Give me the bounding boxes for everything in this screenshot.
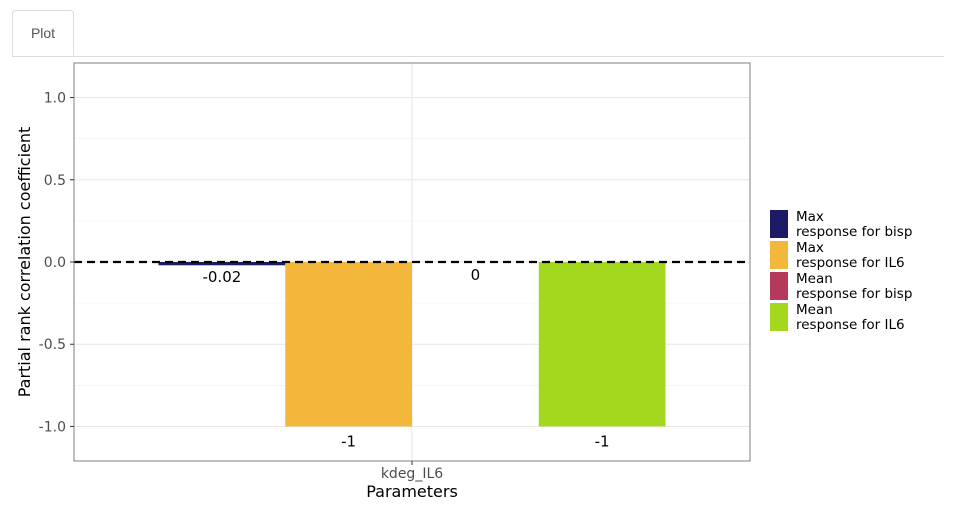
legend-key [770, 210, 788, 238]
tab-plot[interactable]: Plot [12, 10, 74, 56]
bar [285, 262, 412, 427]
y-tick-label: 1.0 [44, 91, 66, 107]
legend-label: Mean response for bisp [796, 271, 912, 302]
legend-label: Max response for bisp [796, 209, 912, 240]
legend-label: Mean response for IL6 [796, 302, 905, 333]
bar-value-label: 0 [471, 266, 481, 284]
x-tick-label: kdeg_IL6 [381, 466, 443, 482]
y-tick-label: 0.0 [44, 255, 66, 271]
y-tick-label: 0.5 [44, 173, 66, 189]
bar [538, 262, 666, 427]
bar-value-label: -1 [595, 432, 610, 450]
legend-key [770, 303, 788, 331]
data-label-layer: -0.02 -1 0 -1 [202, 266, 609, 450]
bar [158, 262, 286, 266]
legend-key [770, 241, 788, 269]
bar-value-label: -1 [341, 432, 356, 450]
y-tick-label: -1.0 [39, 419, 66, 435]
legend-label: Max response for IL6 [796, 240, 905, 271]
bar-layer [158, 262, 666, 427]
bar-value-label: -0.02 [202, 268, 241, 286]
x-axis-title: Parameters [366, 482, 458, 501]
y-axis-title: Partial rank correlation coefficient [15, 127, 34, 398]
tab-bar: Plot [12, 10, 944, 57]
y-tick-label: -0.5 [39, 337, 66, 353]
legend-key [770, 272, 788, 300]
axis-layer: 1.0 0.5 0.0 -0.5 -1.0 kdeg_IL6 [39, 91, 444, 482]
